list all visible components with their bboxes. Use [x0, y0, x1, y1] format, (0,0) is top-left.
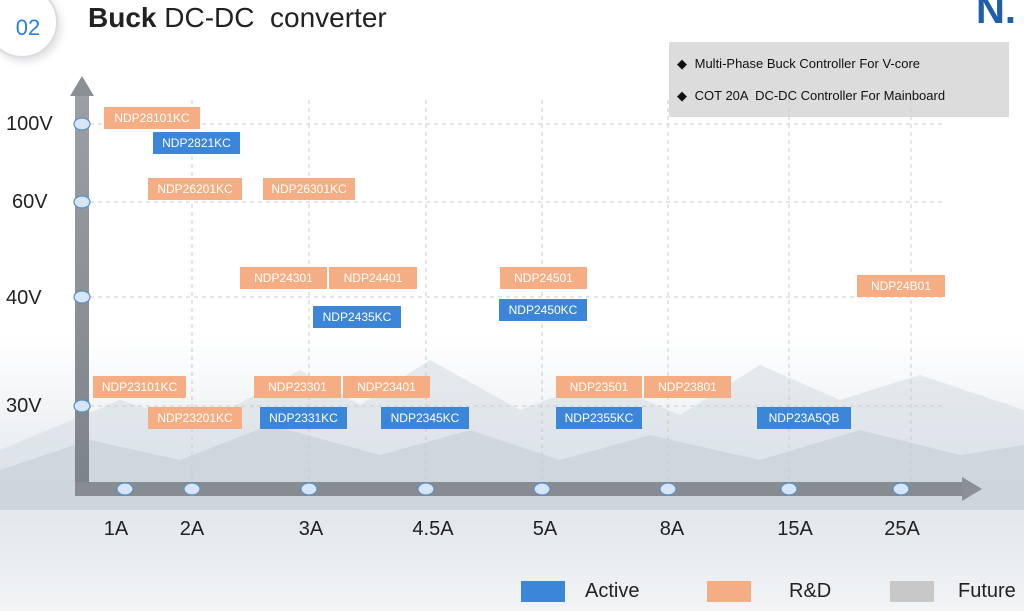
x-tick-markers	[116, 482, 910, 496]
product-chip: NDP28101KC	[104, 107, 200, 129]
company-logo: N.	[976, 0, 1016, 32]
x-label: 8A	[659, 518, 685, 540]
legend-label: Active	[585, 580, 640, 602]
y-label: 40V	[6, 287, 42, 309]
note-item: ◆ Multi-Phase Buck Controller For V-core	[677, 56, 920, 72]
product-chip: NDP2345KC	[381, 407, 469, 429]
product-chip: NDP26301KC	[263, 178, 355, 200]
product-chip: NDP23A5QB	[757, 407, 851, 429]
note-text: COT 20A DC-DC Controller For Mainboard	[694, 88, 946, 103]
product-chip: NDP24501	[500, 267, 587, 289]
product-chip: NDP23501	[556, 376, 642, 398]
x-label: 3A	[298, 518, 324, 540]
x-label: 1A	[103, 518, 129, 540]
legend-swatch-future	[890, 581, 934, 602]
x-label: 4.5A	[412, 518, 454, 540]
note-item: ◆ COT 20A DC-DC Controller For Mainboard	[677, 88, 945, 104]
y-label: 60V	[12, 191, 48, 213]
product-chip: NDP23201KC	[148, 407, 242, 429]
product-chip: NDP2331KC	[260, 407, 347, 429]
y-label: 100V	[6, 113, 53, 135]
product-chip: NDP24301	[240, 267, 327, 289]
grid-lines	[90, 100, 945, 484]
product-chip: NDP26201KC	[148, 178, 242, 200]
y-tick-markers	[73, 117, 91, 413]
product-chip: NDP2821KC	[153, 132, 240, 154]
x-axis	[75, 482, 965, 496]
product-chip: NDP23801	[644, 376, 731, 398]
y-label: 30V	[6, 395, 42, 417]
diamond-bullet-icon: ◆	[677, 88, 687, 103]
slide-title-rest: DC-DC converter	[156, 2, 387, 33]
x-label: 15A	[777, 518, 813, 540]
x-label: 5A	[532, 518, 558, 540]
product-chip: NDP2435KC	[313, 306, 401, 328]
legend-swatch-rd	[707, 581, 751, 602]
slide-title: Buck DC-DC converter	[88, 2, 387, 34]
product-chip: NDP2355KC	[556, 407, 642, 429]
diamond-bullet-icon: ◆	[677, 56, 687, 71]
product-chip: NDP24B01	[857, 275, 945, 297]
note-text: Multi-Phase Buck Controller For V-core	[694, 56, 921, 71]
slide-number: 02	[15, 15, 41, 40]
product-chip: NDP24401	[329, 267, 417, 289]
notes-box: ◆ Multi-Phase Buck Controller For V-core…	[669, 42, 1009, 117]
x-label: 25A	[884, 518, 920, 540]
product-chip: NDP2450KC	[499, 299, 587, 321]
product-chip: NDP23401	[343, 376, 430, 398]
product-chip: NDP23101KC	[93, 376, 186, 398]
legend-label: Future	[958, 580, 1016, 602]
x-label: 2A	[179, 518, 205, 540]
x-axis-arrow-icon	[962, 477, 982, 501]
legend-swatch-active	[521, 581, 565, 602]
slide-title-bold: Buck	[88, 2, 157, 33]
y-axis-arrow-icon	[70, 76, 94, 96]
legend-label: R&D	[789, 580, 832, 602]
product-chip: NDP23301	[254, 376, 341, 398]
